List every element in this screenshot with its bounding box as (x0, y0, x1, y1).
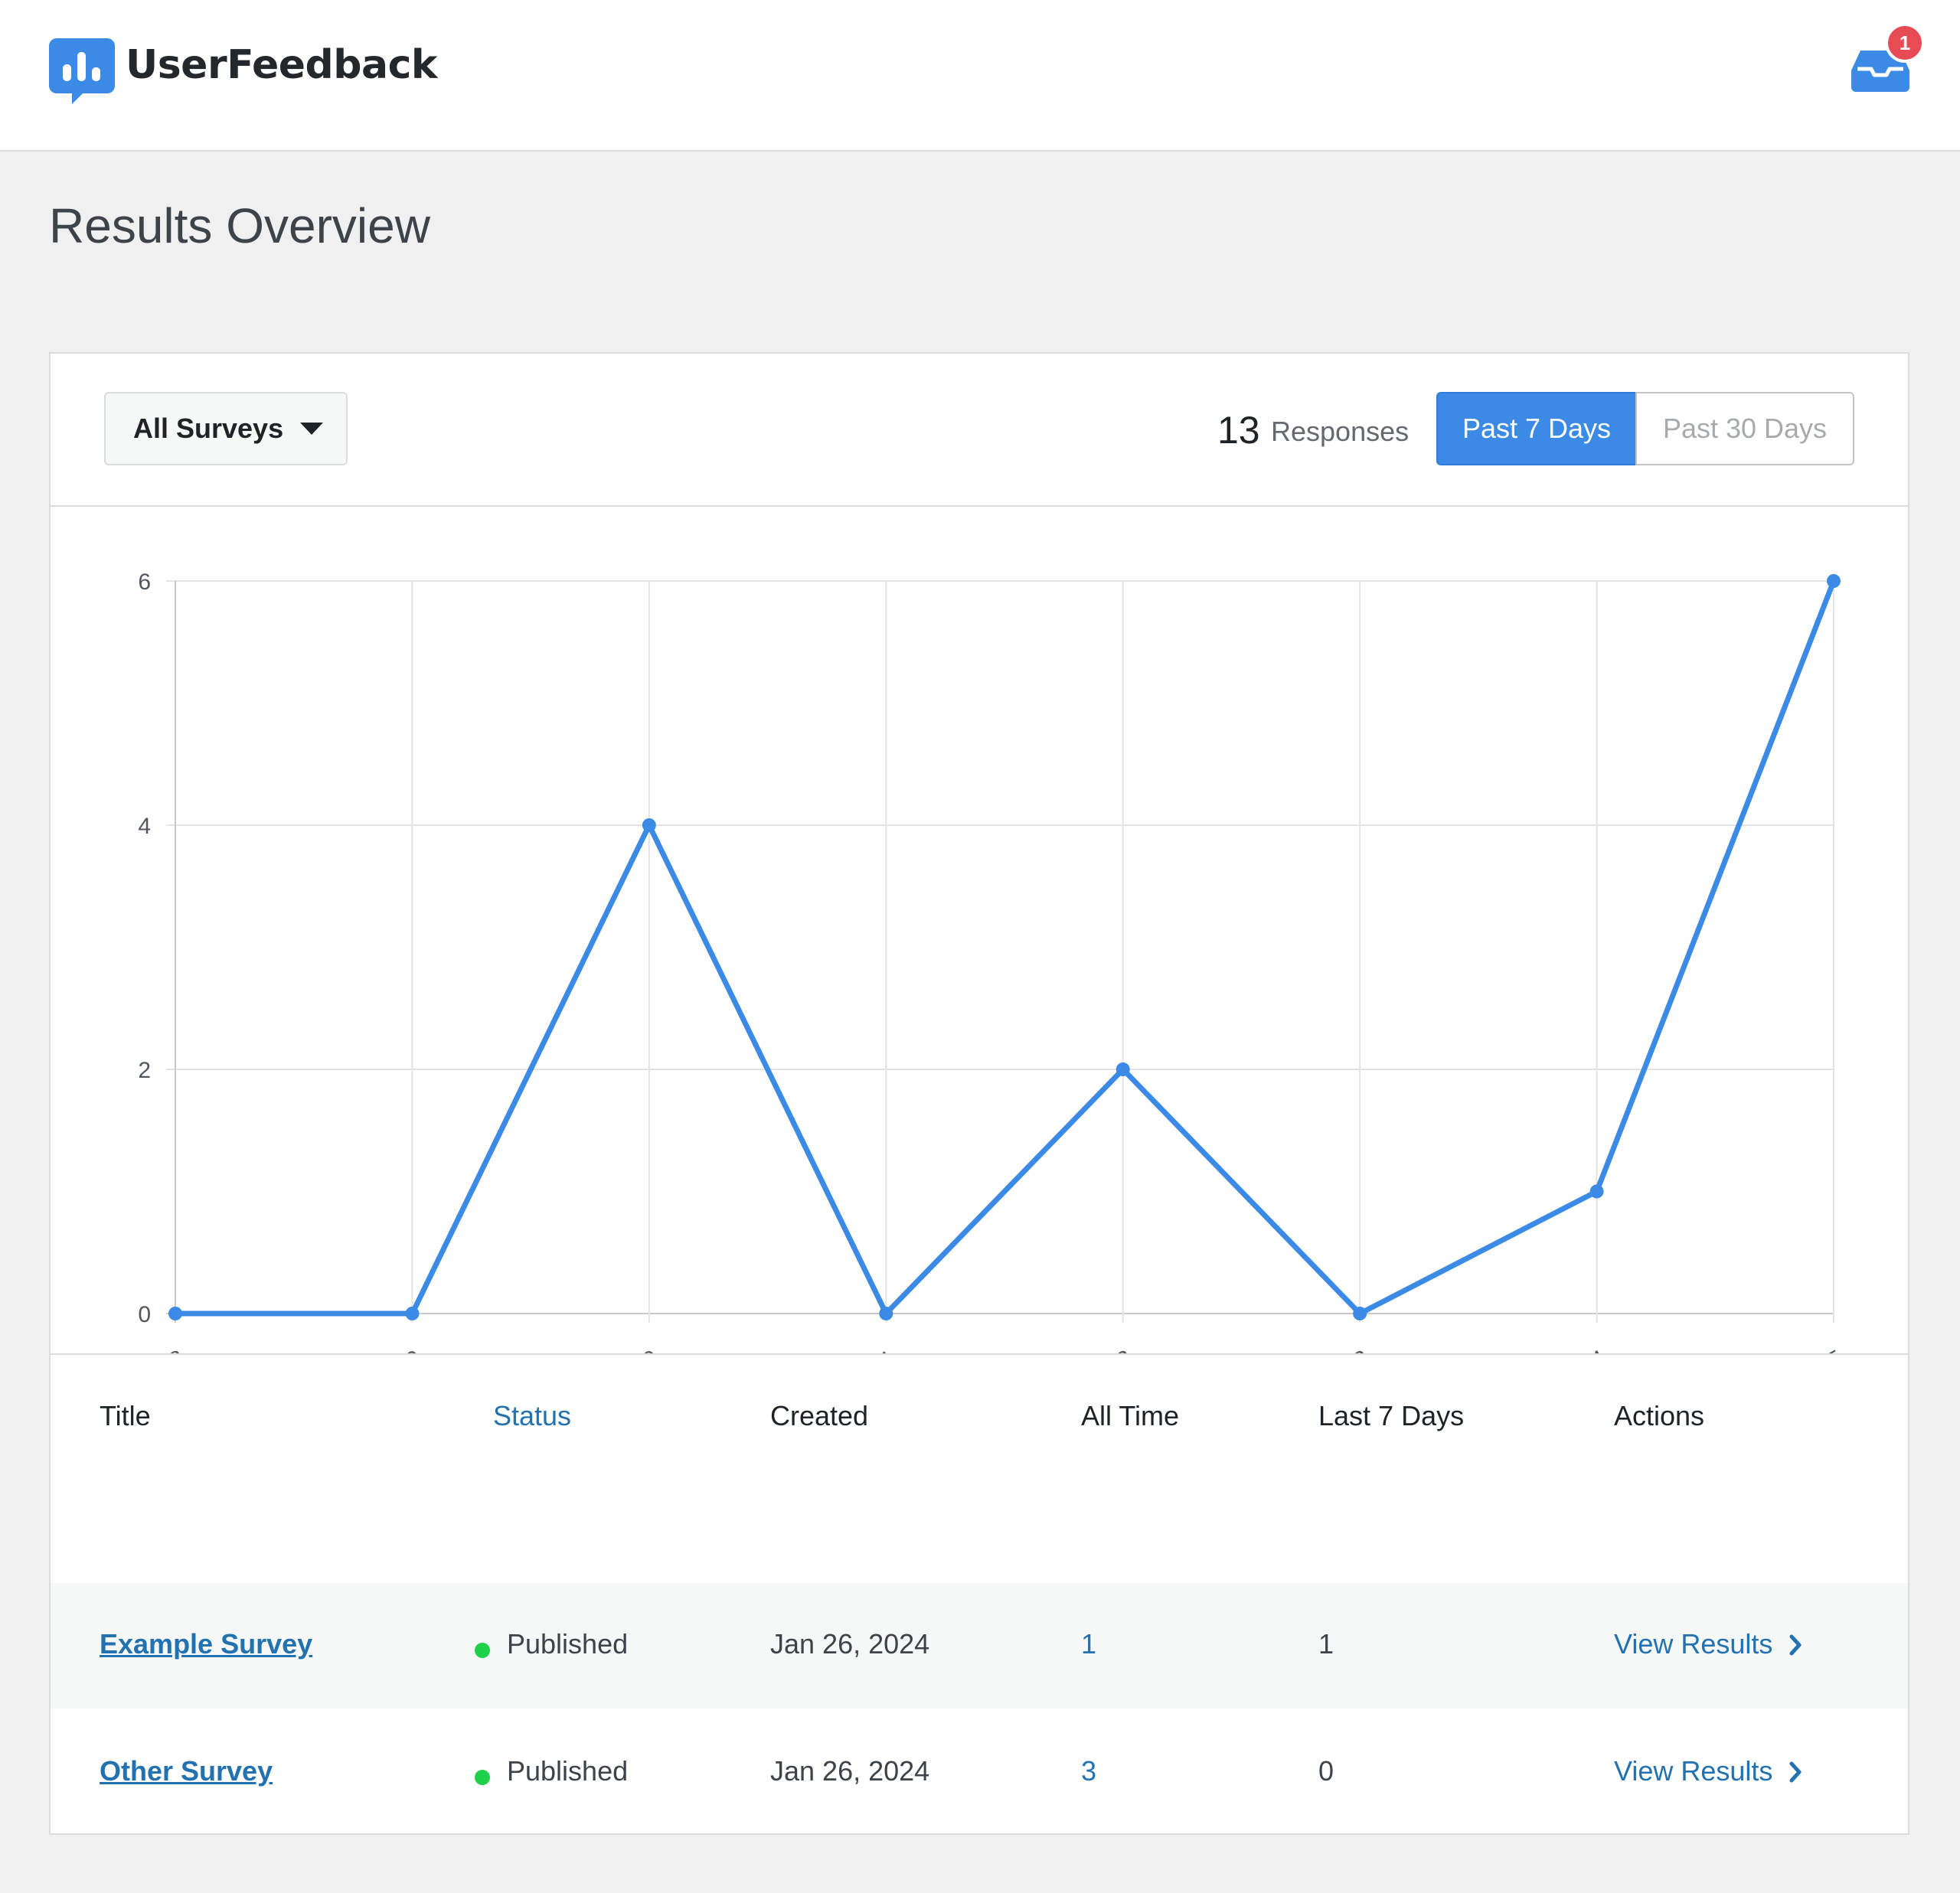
table-header: Title Status Created All Time Last 7 Day… (51, 1355, 1908, 1476)
column-header-actions: Actions (1614, 1400, 1705, 1431)
table-row: Example Survey Published Jan 26, 2024 1 … (51, 1583, 1908, 1709)
last-7-days-count: 1 (1318, 1628, 1334, 1660)
responses-count: 13 (1217, 409, 1260, 452)
page-title: Results Overview (49, 198, 430, 253)
responses-chart: 0 2 4 6 Jan 18 Jan 19 Jan 20 Jan 21 Jan 22 Jan 23… (51, 507, 1908, 1355)
column-header-last-7-days: Last 7 Days (1318, 1400, 1465, 1431)
line-chart: 0 2 4 6 Jan 18 Jan 19 Jan 20 Jan 21 Jan 22 Jan 23… (116, 570, 1847, 1353)
column-header-all-time: All Time (1081, 1400, 1180, 1431)
date-range-toggle: Past 7 Days Past 30 Days (1436, 392, 1854, 465)
y-tick-label: 4 (138, 814, 151, 839)
results-card: All Surveys 13 Responses Past 7 Days Pas… (49, 352, 1909, 1835)
y-tick-label: 6 (138, 570, 151, 595)
status-text: Published (507, 1628, 629, 1660)
top-bar: UserFeedback 1 (0, 0, 1960, 152)
card-header: All Surveys 13 Responses Past 7 Days Pas… (51, 354, 1908, 507)
x-tick-label: Jan 24 (1538, 1345, 1611, 1353)
data-point (1353, 1307, 1367, 1320)
chevron-right-icon (1789, 1761, 1802, 1783)
chevron-right-icon (1789, 1634, 1802, 1656)
view-results-link[interactable]: View Results (1614, 1627, 1802, 1661)
data-point (1589, 1184, 1604, 1199)
brand-name: UserFeedback (126, 42, 437, 88)
data-point (1116, 1062, 1130, 1076)
data-point (168, 1307, 182, 1320)
survey-title-link[interactable]: Other Survey (100, 1755, 273, 1787)
caret-down-icon (300, 423, 323, 435)
y-tick-label: 2 (138, 1058, 151, 1083)
data-point (405, 1307, 420, 1320)
column-header-created: Created (770, 1400, 869, 1431)
notifications-button[interactable]: 1 (1844, 23, 1936, 100)
past-7-days-button[interactable]: Past 7 Days (1436, 392, 1637, 465)
status-dot-icon (475, 1770, 490, 1785)
status-text: Published (507, 1755, 629, 1787)
x-tick-label: Jan 22 (1064, 1345, 1137, 1353)
last-7-days-count: 0 (1318, 1755, 1334, 1787)
x-tick-label: Jan 21 (827, 1345, 900, 1353)
x-tick-label: Jan 19 (353, 1345, 426, 1353)
x-tick-label: Jan 18 (116, 1345, 189, 1353)
created-date: Jan 26, 2024 (770, 1755, 930, 1787)
data-point (642, 818, 656, 832)
view-results-link[interactable]: View Results (1614, 1754, 1802, 1788)
notification-badge: 1 (1885, 23, 1925, 63)
series-line (172, 578, 1837, 1317)
all-time-count-link[interactable]: 1 (1081, 1628, 1097, 1660)
status-dot-icon (475, 1643, 490, 1658)
created-date: Jan 26, 2024 (770, 1628, 930, 1660)
x-tick-label: Jan 23 (1301, 1345, 1374, 1353)
view-results-label: View Results (1614, 1628, 1773, 1660)
userfeedback-logo-icon (49, 38, 115, 104)
all-time-count-link[interactable]: 3 (1081, 1755, 1097, 1787)
responses-label: Responses (1271, 416, 1410, 447)
x-tick-label: Jan 20 (590, 1345, 663, 1353)
column-header-status[interactable]: Status (493, 1400, 572, 1431)
survey-select-value: All Surveys (133, 413, 284, 444)
survey-select[interactable]: All Surveys (104, 392, 348, 465)
inbox-icon (1851, 51, 1909, 92)
view-results-label: View Results (1614, 1755, 1773, 1787)
y-tick-label: 0 (138, 1302, 151, 1327)
data-point (1827, 574, 1841, 588)
data-point (879, 1307, 893, 1320)
past-30-days-button[interactable]: Past 30 Days (1635, 392, 1854, 465)
survey-title-link[interactable]: Example Survey (100, 1628, 313, 1660)
table-row: Other Survey Published Jan 26, 2024 3 0 … (51, 1710, 1908, 1836)
x-tick-label: Jan 25 (1775, 1345, 1847, 1353)
column-header-title: Title (100, 1400, 151, 1431)
